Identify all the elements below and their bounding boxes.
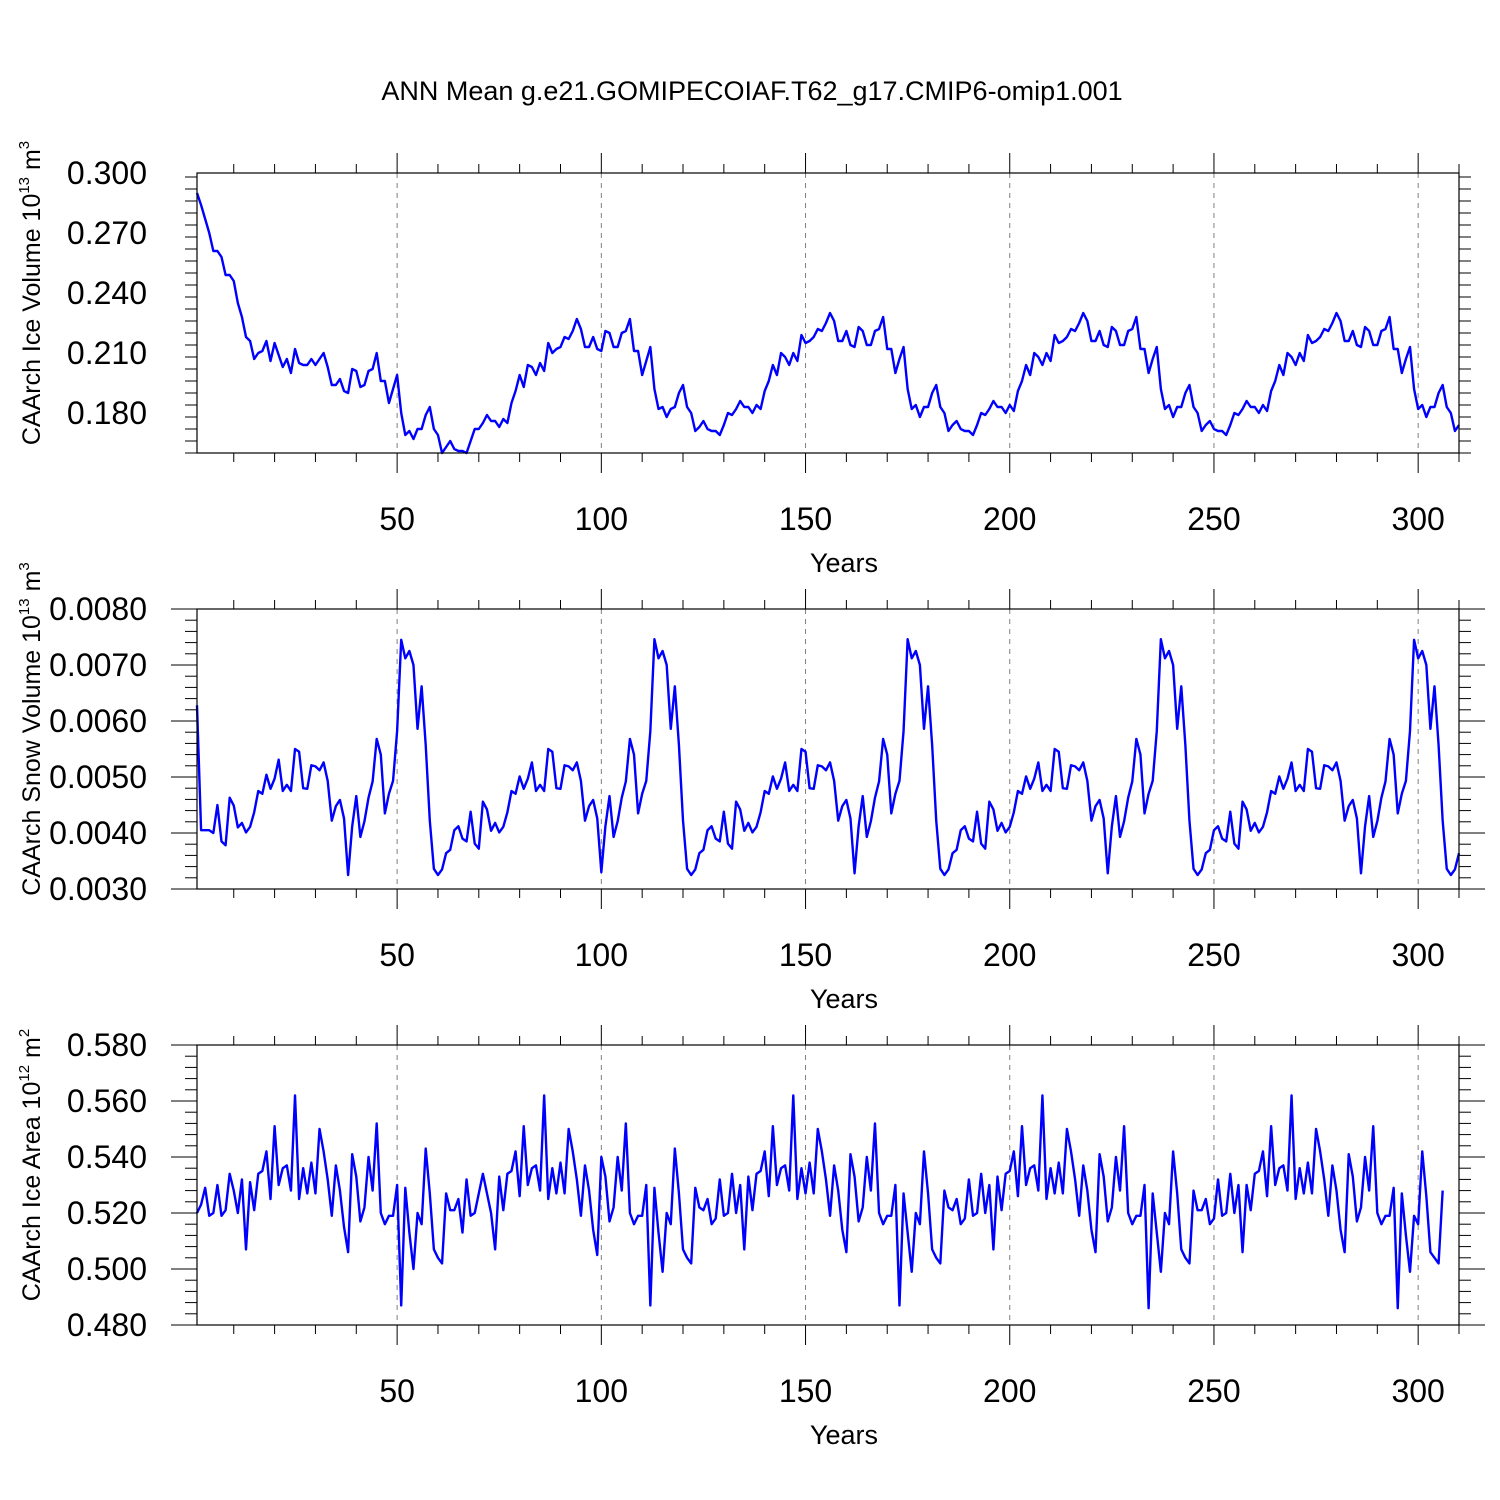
y-tick-label-0.0060: 0.0060 <box>49 703 147 739</box>
y-label-exp: 12 <box>16 1065 33 1082</box>
panels: 50 100 150 200 250 300Years0.1800.2100.2400.2… <box>16 141 1485 1450</box>
y-tick-label-0.0070: 0.0070 <box>49 647 147 683</box>
y-label-unit: m <box>18 149 46 177</box>
x-tick-label-300: 300 <box>1391 501 1444 537</box>
y-tick-label-0.0050: 0.0050 <box>49 759 147 795</box>
y-tick-label-0.270: 0.270 <box>67 215 147 251</box>
y-tick-label-0.580: 0.580 <box>67 1027 147 1063</box>
y-tick-label-0.0080: 0.0080 <box>49 591 147 627</box>
x-tick-label-50: 50 <box>379 1373 415 1409</box>
y-tick-label-0.500: 0.500 <box>67 1251 147 1287</box>
x-tick-label-250: 250 <box>1187 501 1240 537</box>
y-label-exp: 13 <box>16 177 33 194</box>
y-tick-label-0.0040: 0.0040 <box>49 815 147 851</box>
y-tick-label-0.520: 0.520 <box>67 1195 147 1231</box>
y-tick-label-0.560: 0.560 <box>67 1083 147 1119</box>
y-label-unit-exp: 2 <box>16 1029 33 1037</box>
x-tick-label-100: 100 <box>575 1373 628 1409</box>
data-line <box>195 1094 1444 1310</box>
y-tick-label-0.210: 0.210 <box>67 335 147 371</box>
x-tick-label-100: 100 <box>575 937 628 973</box>
x-tick-label-150: 150 <box>779 1373 832 1409</box>
plot-frame <box>196 172 1460 454</box>
y-label-unit-exp: 3 <box>16 141 33 149</box>
x-axis-label: Years <box>810 1420 878 1450</box>
x-tick-label-50: 50 <box>379 501 415 537</box>
figure-title: ANN Mean g.e21.GOMIPECOIAF.T62_g17.CMIP6… <box>381 76 1122 106</box>
y-label-unit: m <box>18 1037 46 1065</box>
x-tick-label-150: 150 <box>779 937 832 973</box>
y-label-main: CAArch Ice Volume 10 <box>18 194 46 446</box>
y-tick-label-0.300: 0.300 <box>67 155 147 191</box>
y-axis-label: CAArch Snow Volume 1013 m3 <box>16 562 46 896</box>
plot-frame <box>196 608 1460 890</box>
y-tick-label-0.0030: 0.0030 <box>49 871 147 907</box>
x-tick-label-200: 200 <box>983 501 1036 537</box>
y-label-main: CAArch Snow Volume 10 <box>18 615 46 896</box>
y-tick-label-0.240: 0.240 <box>67 275 147 311</box>
x-tick-label-250: 250 <box>1187 937 1240 973</box>
y-axis-label: CAArch Ice Volume 1013 m3 <box>16 141 46 445</box>
y-tick-label-0.540: 0.540 <box>67 1139 147 1175</box>
x-tick-label-250: 250 <box>1187 1373 1240 1409</box>
plot-frame <box>196 1044 1460 1326</box>
x-tick-label-300: 300 <box>1391 937 1444 973</box>
y-label-unit-exp: 3 <box>16 562 33 570</box>
y-axis-label: CAArch Ice Area 1012 m2 <box>16 1029 46 1301</box>
x-tick-label-50: 50 <box>379 937 415 973</box>
x-tick-label-200: 200 <box>983 937 1036 973</box>
y-label-unit: m <box>18 571 46 599</box>
x-tick-label-150: 150 <box>779 501 832 537</box>
panel-1: 50 100 150 200 250 300 Years 0.180 0.210 0.240 0.2… <box>16 141 1471 578</box>
y-label-exp: 13 <box>16 598 33 615</box>
data-line <box>195 638 1461 877</box>
x-tick-label-200: 200 <box>983 1373 1036 1409</box>
y-tick-label-0.180: 0.180 <box>67 395 147 431</box>
y-tick-label-0.480: 0.480 <box>67 1307 147 1343</box>
panel-3: 50 100 150 200 250 300 Years 0.480 0.500 0.520 0.5… <box>16 1025 1485 1450</box>
panel-2: 50 100 150 200 250 300 Years 0.0030 0.0040 0.0050… <box>16 562 1485 1014</box>
x-axis-label: Years <box>810 548 878 578</box>
x-tick-label-100: 100 <box>575 501 628 537</box>
x-axis-label: Years <box>810 984 878 1014</box>
x-tick-label-300: 300 <box>1391 1373 1444 1409</box>
data-line <box>195 192 1460 455</box>
y-label-main: CAArch Ice Area 10 <box>18 1082 46 1302</box>
